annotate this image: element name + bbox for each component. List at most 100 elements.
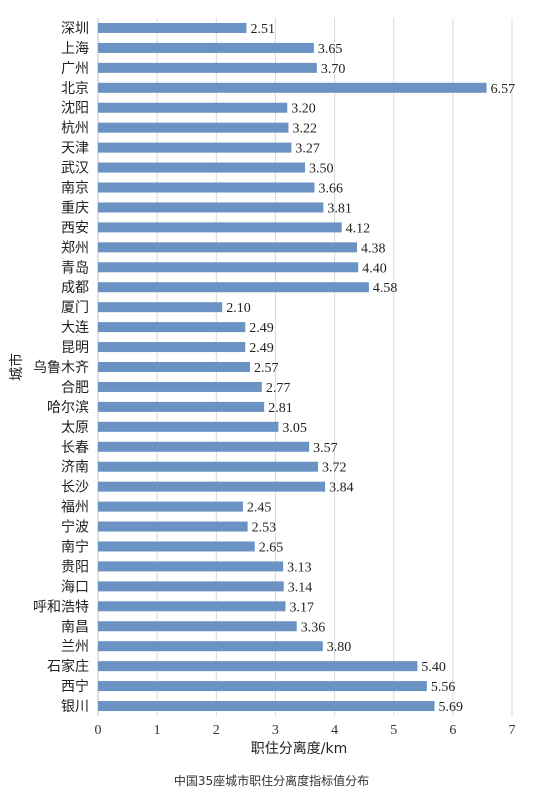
bar [98, 142, 292, 153]
bar [98, 441, 310, 452]
bar [98, 282, 369, 293]
x-tick-label: 1 [154, 723, 161, 738]
x-tick-labels: 0 1 2 3 4 5 6 7 [95, 723, 516, 738]
value-label: 3.22 [292, 122, 317, 137]
category-label: 杭州 [61, 121, 89, 137]
bar [98, 362, 250, 372]
category-label: 南京 [61, 181, 89, 197]
bar [98, 601, 286, 612]
value-label: 3.36 [301, 620, 326, 635]
value-label: 3.13 [287, 560, 312, 575]
value-label: 2.57 [254, 361, 278, 376]
bar [98, 421, 279, 432]
bar [98, 322, 246, 333]
bar [98, 621, 297, 632]
value-label: 5.40 [421, 660, 446, 675]
value-label: 2.81 [268, 401, 293, 416]
category-label: 成都 [61, 280, 89, 296]
category-label: 宁波 [61, 519, 89, 536]
value-label: 2.10 [226, 301, 251, 316]
category-label: 天津 [61, 141, 89, 157]
value-label: 3.65 [318, 42, 343, 57]
category-labels: 深圳上海广州北京沈阳杭州天津武汉南京重庆西安郑州青岛成都厦门大连昆明乌鲁木齐合肥… [33, 21, 89, 715]
x-tick-label: 4 [331, 723, 338, 738]
bar [98, 42, 314, 53]
category-label: 西安 [61, 220, 89, 236]
category-label: 兰州 [61, 639, 89, 655]
category-label: 南宁 [61, 538, 89, 555]
bar [98, 242, 358, 253]
category-label: 广州 [61, 61, 89, 77]
value-label: 2.49 [249, 341, 274, 356]
category-label: 太原 [61, 420, 89, 436]
value-label: 3.20 [291, 102, 316, 117]
bar [98, 381, 262, 392]
chart-caption: 中国35座城市职住分离度指标值分布 [173, 774, 370, 788]
bar [98, 521, 248, 532]
value-label: 2.51 [250, 22, 275, 37]
value-label: 2.49 [249, 321, 274, 336]
y-axis-title: 城市 [8, 353, 25, 381]
value-label: 3.81 [327, 201, 352, 216]
value-label: 4.40 [362, 261, 387, 276]
value-label: 3.50 [309, 162, 334, 177]
value-label: 4.58 [373, 281, 398, 296]
value-label: 3.27 [295, 142, 320, 157]
bar [98, 701, 435, 712]
category-label: 上海 [61, 41, 89, 57]
value-label: 6.57 [491, 82, 516, 97]
bar [98, 541, 255, 552]
bar [98, 102, 288, 113]
value-label: 5.69 [439, 700, 464, 715]
category-label: 大连 [61, 320, 89, 336]
value-label: 3.17 [289, 600, 314, 615]
category-label: 石家庄 [47, 658, 89, 675]
category-label: 郑州 [61, 240, 89, 256]
category-label: 哈尔滨 [47, 400, 89, 416]
category-label: 厦门 [61, 300, 89, 316]
x-tick-label: 6 [449, 723, 456, 738]
category-label: 海口 [61, 579, 89, 595]
bar [98, 581, 284, 592]
value-label: 3.80 [327, 640, 352, 655]
bar [98, 202, 324, 213]
value-label: 3.66 [318, 182, 343, 197]
value-label: 2.53 [252, 521, 276, 536]
value-label: 3.84 [329, 481, 354, 496]
category-label: 银川 [61, 699, 89, 715]
x-axis-title: 职住分离度/km [251, 740, 347, 757]
value-label: 3.70 [321, 62, 346, 77]
bar [98, 401, 265, 412]
category-label: 武汉 [61, 161, 89, 177]
category-label: 呼和浩特 [33, 599, 89, 615]
bar [98, 681, 427, 692]
value-label: 3.72 [322, 461, 347, 476]
value-label: 5.56 [431, 680, 456, 695]
category-label: 贵阳 [61, 559, 89, 575]
category-label: 昆明 [61, 340, 89, 356]
bar [98, 461, 319, 472]
bar [98, 661, 418, 672]
x-tick-label: 0 [95, 723, 102, 738]
x-tick-label: 2 [213, 723, 220, 738]
bar [98, 22, 247, 33]
category-label: 青岛 [61, 260, 89, 276]
category-label: 沈阳 [61, 101, 89, 117]
bar [98, 302, 223, 313]
bar [98, 501, 243, 512]
category-label: 西宁 [61, 678, 89, 695]
value-label: 3.14 [288, 580, 313, 595]
x-tick-label: 3 [272, 723, 279, 738]
bar [98, 222, 342, 233]
bar [98, 122, 289, 133]
bar [98, 162, 305, 173]
value-label: 4.12 [346, 221, 371, 236]
bar [98, 262, 359, 273]
category-label: 南昌 [61, 619, 89, 635]
value-label: 2.77 [266, 381, 291, 396]
x-tick-label: 7 [509, 723, 516, 738]
category-label: 长春 [61, 440, 89, 456]
x-tick-label: 5 [390, 723, 397, 738]
category-label: 乌鲁木齐 [33, 360, 89, 376]
category-label: 北京 [61, 81, 89, 97]
